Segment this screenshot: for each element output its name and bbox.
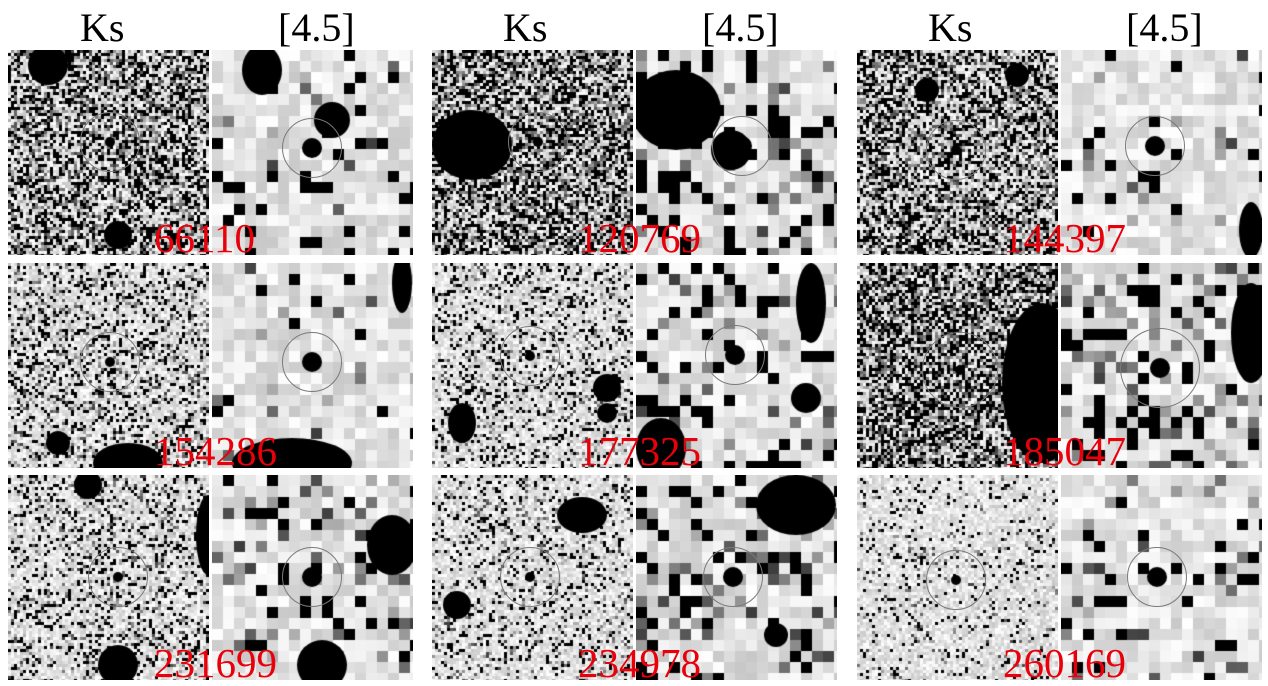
aperture-circle <box>282 547 342 607</box>
object-id-label: 185047 <box>1003 428 1126 474</box>
ks-stamp <box>857 50 1058 255</box>
object-id-label: 144397 <box>1003 215 1126 261</box>
irac-stamp <box>1061 263 1262 468</box>
aperture-circle <box>1120 328 1200 408</box>
irac-stamp <box>636 475 837 680</box>
aperture-circle <box>80 112 140 172</box>
object-id-label: 231699 <box>154 640 277 686</box>
object-id-label: 154286 <box>154 428 277 474</box>
irac-stamp <box>636 50 837 255</box>
stamp-pair: 144397 <box>857 50 1268 261</box>
aperture-circle <box>500 547 560 607</box>
aperture-circle <box>712 116 772 176</box>
stamp-pair: 177325 <box>432 263 856 474</box>
aperture-circle <box>926 120 986 180</box>
header-irac-3: [4.5] <box>1126 5 1203 50</box>
aperture-circle <box>88 547 148 607</box>
aperture-circle <box>926 550 986 610</box>
stamp-pair: 66110 <box>8 50 432 261</box>
ks-stamp <box>432 50 633 255</box>
stamp-pair: 154286 <box>8 263 432 474</box>
aperture-circle <box>705 325 765 385</box>
aperture-circle <box>282 118 342 178</box>
header-ks-1: Ks <box>80 5 125 50</box>
aperture-circle <box>508 112 568 172</box>
stamp-pair: 234978 <box>432 475 856 686</box>
object-id-label: 66110 <box>154 215 255 261</box>
object-id-label: 260169 <box>1003 640 1126 686</box>
aperture-circle <box>1127 547 1187 607</box>
irac-stamp <box>212 50 413 255</box>
aperture-circle <box>282 332 342 392</box>
header-irac-2: [4.5] <box>702 5 779 50</box>
aperture-circle <box>500 326 560 386</box>
stamp-pair: 231699 <box>8 475 432 686</box>
header-ks-2: Ks <box>503 5 548 50</box>
stamp-pair: 120769 <box>432 50 856 261</box>
object-id-label: 177325 <box>578 428 701 474</box>
stamp-pair: 260169 <box>857 475 1268 686</box>
header-irac-1: [4.5] <box>278 5 355 50</box>
header-ks-3: Ks <box>928 5 973 50</box>
aperture-circle <box>1125 116 1185 176</box>
aperture-circle <box>703 547 763 607</box>
aperture-circle <box>922 332 998 408</box>
aperture-circle <box>80 332 140 392</box>
object-id-label: 120769 <box>578 215 701 261</box>
object-id-label: 234978 <box>578 640 701 686</box>
stamp-pair: 185047 <box>857 263 1268 474</box>
